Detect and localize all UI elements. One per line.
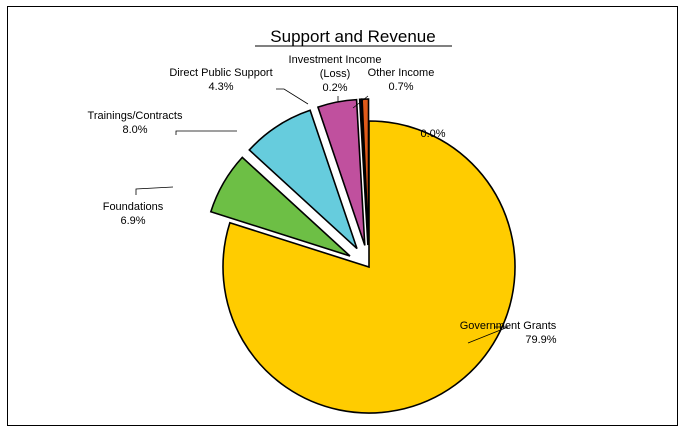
pie-chart: Support and Revenue Government Grants 79.… — [88, 27, 557, 414]
slice-pct-label: 0.0% — [420, 128, 445, 140]
slice-name-label: Direct Public Support — [169, 67, 272, 79]
slice-pct-label: 79.9% — [525, 334, 556, 346]
pie-slice-direct-public-support — [316, 98, 366, 246]
chart-frame: Support and Revenue Government Grants 79.… — [7, 6, 678, 426]
slice-pct-label: 8.0% — [122, 124, 147, 136]
pie-slice-other-income — [361, 98, 370, 246]
leader-line — [135, 186, 174, 195]
slice-name-label: Investment Income — [289, 54, 382, 66]
slice-pct-label: 0.2% — [322, 82, 347, 94]
leader-line — [467, 326, 509, 344]
slice-name-label: (Loss) — [320, 68, 351, 80]
slice-name-label: Trainings/Contracts — [88, 110, 183, 122]
slice-name-label: Other Income — [368, 67, 435, 79]
slice-name-label: Foundations — [103, 201, 164, 213]
chart-title: Support and Revenue — [270, 27, 435, 46]
slice-name-label: Government Grants — [460, 320, 557, 332]
slice-pct-label: 6.9% — [120, 215, 145, 227]
slice-pct-label: 4.3% — [208, 81, 233, 93]
pie-slice-trainings-contracts — [248, 109, 358, 250]
pie-slice-government-grants — [222, 120, 516, 414]
slice-labels: Government Grants 79.9% Foundations 6.9% Tra… — [88, 54, 557, 346]
pie-slices — [209, 98, 516, 414]
leader-line — [175, 130, 237, 135]
leader-line — [276, 88, 309, 105]
pie-slice-foundations — [209, 156, 351, 257]
slice-pct-label: 0.7% — [388, 81, 413, 93]
leader-lines — [135, 88, 509, 344]
leader-line — [352, 95, 369, 109]
